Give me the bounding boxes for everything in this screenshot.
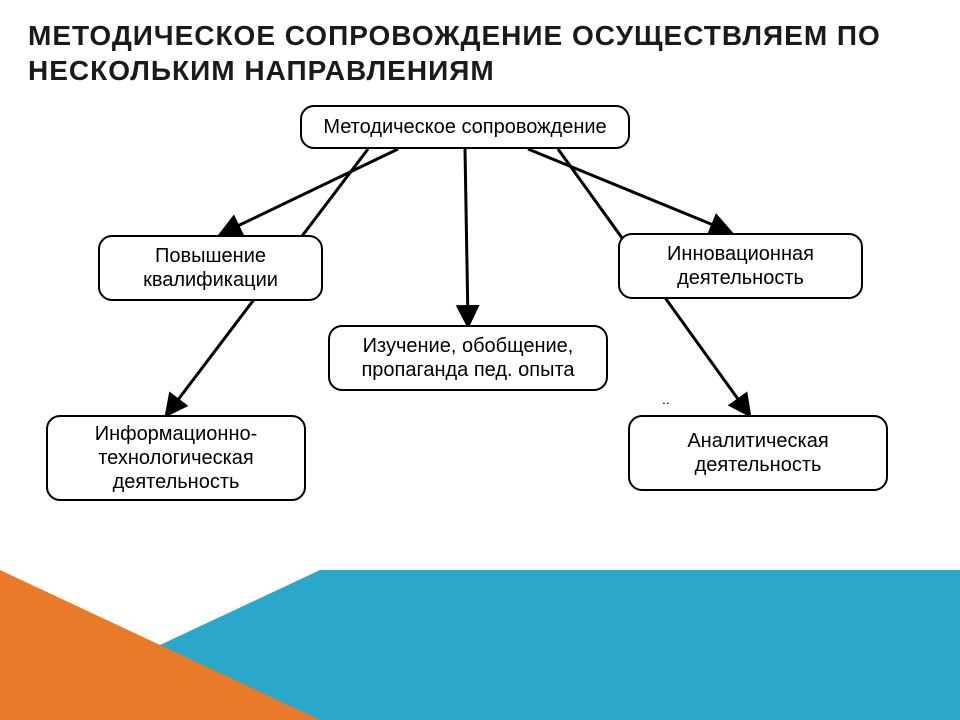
node-qualification: Повышение квалификации — [98, 235, 323, 301]
footer-orange-triangle — [0, 570, 320, 720]
stray-dots: .. — [662, 391, 670, 407]
node-label: Информационно-технологическая деятельнос… — [58, 422, 294, 494]
node-info-tech: Информационно-технологическая деятельнос… — [46, 415, 306, 501]
node-label: Инновационная деятельность — [630, 242, 851, 290]
node-analytical: Аналитическая деятельность — [628, 415, 888, 491]
diagram-canvas: Методическое сопровождение Повышение ква… — [28, 105, 932, 575]
footer-blue-rect — [320, 570, 960, 720]
node-innovation: Инновационная деятельность — [618, 233, 863, 299]
node-label: Изучение, обобщение, пропаганда пед. опы… — [340, 334, 596, 382]
node-label: Аналитическая деятельность — [640, 429, 876, 477]
node-root: Методическое сопровождение — [300, 105, 630, 149]
slide-title: МЕТОДИЧЕСКОЕ СОПРОВОЖДЕНИЕ ОСУЩЕСТВЛЯЕМ … — [28, 18, 932, 88]
node-label: Повышение квалификации — [110, 244, 311, 292]
node-label: Методическое сопровождение — [323, 115, 606, 139]
node-experience: Изучение, обобщение, пропаганда пед. опы… — [328, 325, 608, 391]
footer-decoration — [0, 560, 960, 720]
